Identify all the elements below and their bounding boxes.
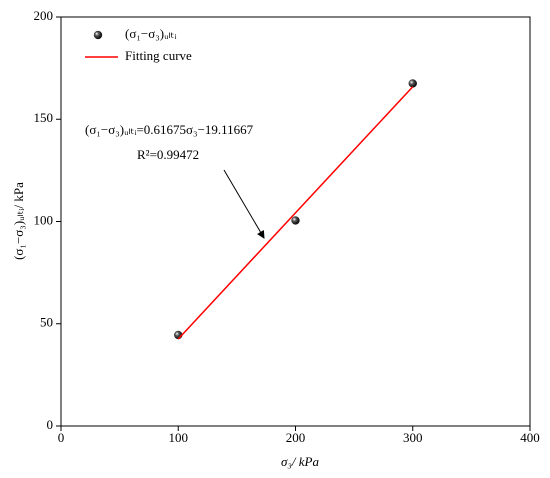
y-axis-label: (σ₁−σ₃)ᵤₗₜᵢ/ kPa [11,182,26,260]
legend-label: (σ₁−σ₃)ᵤₗₜᵢ [125,26,177,41]
y-tick-label: 0 [47,417,54,432]
x-tick-label: 300 [403,430,423,445]
y-tick-label: 100 [34,212,54,227]
x-tick-label: 200 [286,430,306,445]
y-tick-label: 50 [40,315,53,330]
x-tick-label: 400 [520,430,540,445]
legend-marker [93,30,103,40]
data-point [408,79,417,88]
data-point [291,216,300,225]
y-tick-label: 150 [34,110,54,125]
x-tick-label: 0 [58,430,65,445]
x-axis-label: σ₃/ kPa [281,454,320,469]
fit-equation: (σ₁−σ₃)ᵤₗₜᵢ=0.61675σ₃−19.11667 [85,122,254,137]
x-tick-label: 100 [169,430,189,445]
annotation-arrow [223,169,265,239]
fit-line [177,86,414,340]
y-tick-label: 200 [34,8,54,23]
r-squared: R²=0.99472 [137,147,199,162]
legend-label: Fitting curve [125,48,192,63]
